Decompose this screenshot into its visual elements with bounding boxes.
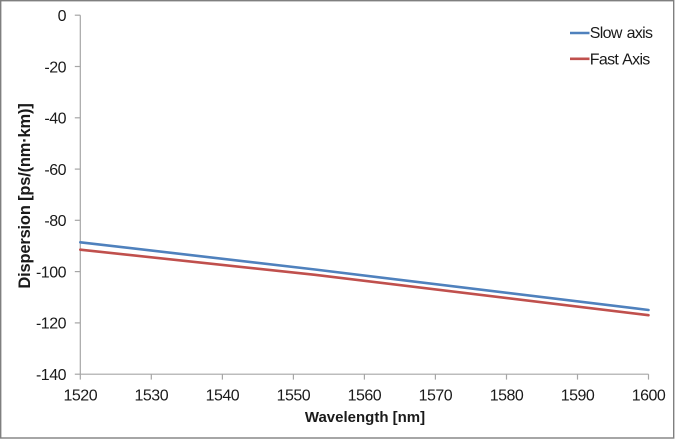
svg-text:1590: 1590 (561, 388, 595, 405)
svg-text:1550: 1550 (277, 388, 311, 405)
svg-text:Wavelength [nm]: Wavelength [nm] (305, 409, 425, 426)
svg-text:Slow axis: Slow axis (590, 25, 653, 42)
svg-text:-120: -120 (36, 316, 67, 333)
svg-text:1560: 1560 (348, 388, 382, 405)
svg-text:-100: -100 (36, 264, 67, 281)
svg-text:1520: 1520 (64, 388, 98, 405)
svg-text:-140: -140 (36, 367, 67, 384)
svg-text:1530: 1530 (135, 388, 169, 405)
svg-text:-20: -20 (44, 59, 66, 76)
svg-text:Fast Axis: Fast Axis (590, 51, 651, 68)
svg-text:1570: 1570 (419, 388, 453, 405)
svg-text:1580: 1580 (490, 388, 524, 405)
svg-text:-60: -60 (44, 162, 66, 179)
svg-text:0: 0 (58, 8, 67, 25)
svg-text:Dispersion [ps/(nm·km)]: Dispersion [ps/(nm·km)] (16, 103, 34, 288)
svg-text:-40: -40 (44, 111, 66, 128)
svg-text:1540: 1540 (206, 388, 240, 405)
svg-text:1600: 1600 (632, 388, 666, 405)
svg-text:-80: -80 (44, 213, 66, 230)
